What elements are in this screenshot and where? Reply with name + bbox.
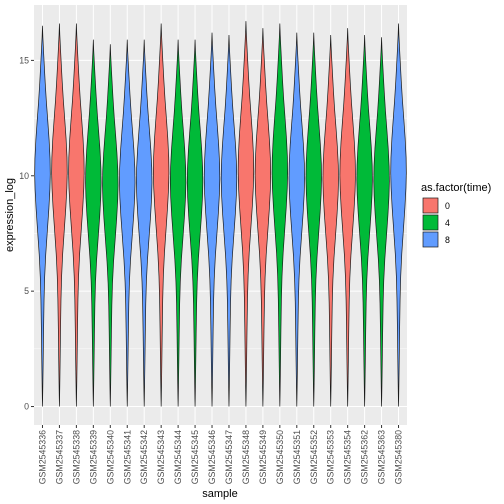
violins	[34, 21, 407, 407]
y-tick-label: 10	[19, 171, 29, 181]
violin-GSM2545345	[186, 39, 204, 407]
violin-GSM2545340	[102, 44, 119, 407]
y-tick-label: 5	[24, 286, 29, 296]
x-tick-label: GSM2545340	[105, 430, 115, 484]
violin-GSM2545363	[373, 37, 390, 407]
legend: as.factor(time) 0 4 8	[421, 182, 491, 248]
violin-GSM2545380	[390, 23, 407, 407]
violin-GSM2545338	[68, 23, 85, 407]
x-tick-label: GSM2545345	[190, 430, 200, 484]
violin-GSM2545353	[322, 34, 339, 407]
x-tick-label: GSM2545354	[343, 430, 353, 484]
x-axis-title: sample	[202, 488, 237, 500]
x-tick-label: GSM2545353	[326, 430, 336, 484]
x-tick-label: GSM2545352	[309, 430, 319, 484]
x-tick-label: GSM2545339	[88, 430, 98, 484]
violin-GSM2545339	[85, 39, 102, 407]
y-tick-label: 0	[24, 402, 29, 412]
x-tick-label: GSM2545347	[224, 430, 234, 484]
y-axis-title: expression_log	[4, 178, 16, 252]
violin-GSM2545362	[356, 34, 373, 407]
x-tick-label: GSM2545344	[173, 430, 183, 484]
violin-GSM2545344	[169, 39, 187, 407]
violin-GSM2545336	[34, 25, 51, 407]
x-axis: GSM2545336 GSM2545337 GSM2545338 GSM2545339…	[37, 425, 404, 484]
x-tick-label: GSM2545362	[360, 430, 370, 484]
violin-GSM2545348	[237, 21, 255, 407]
violin-GSM2545350	[271, 23, 288, 407]
legend-label-4: 4	[445, 218, 450, 228]
x-tick-label: GSM2545351	[292, 430, 302, 484]
legend-key-0	[422, 197, 439, 214]
x-tick-label: GSM2545350	[275, 430, 285, 484]
legend-title: as.factor(time)	[421, 182, 491, 194]
violin-GSM2545349	[254, 28, 272, 407]
x-tick-label: GSM2545343	[156, 430, 166, 484]
x-tick-label: GSM2545346	[207, 430, 217, 484]
x-tick-label: GSM2545342	[139, 430, 149, 484]
x-tick-label: GSM2545348	[241, 430, 251, 484]
legend-label-0: 0	[445, 201, 450, 211]
violin-GSM2545342	[136, 39, 153, 407]
x-tick-label: GSM2545337	[54, 430, 64, 484]
x-tick-label: GSM2545338	[71, 430, 81, 484]
legend-key-4	[422, 214, 439, 231]
violin-GSM2545347	[220, 34, 238, 407]
x-tick-label: GSM2545336	[37, 430, 47, 484]
legend-key-8	[422, 231, 439, 248]
y-tick-label: 15	[19, 55, 29, 65]
violin-GSM2545351	[288, 32, 305, 407]
violin-GSM2545352	[305, 32, 322, 407]
legend-label-8: 8	[445, 235, 450, 245]
x-tick-label: GSM2545363	[377, 430, 387, 484]
violin-GSM2545354	[339, 28, 356, 407]
x-tick-label: GSM2545380	[394, 430, 404, 484]
y-axis: 0 5 10 15	[19, 55, 34, 412]
violin-GSM2545341	[119, 39, 136, 407]
x-tick-label: GSM2545341	[122, 430, 132, 484]
violin-GSM2545337	[51, 23, 68, 407]
violin-GSM2545343	[153, 23, 170, 407]
x-tick-label: GSM2545349	[258, 430, 268, 484]
violin-GSM2545346	[203, 32, 221, 407]
